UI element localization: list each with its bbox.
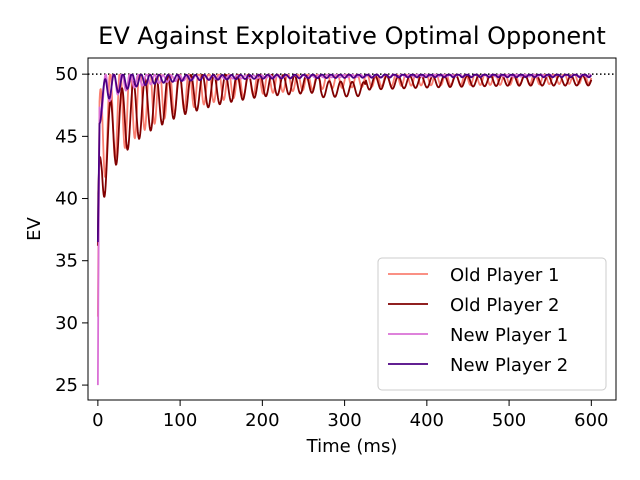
x-tick-label: 200: [245, 410, 279, 431]
legend: Old Player 1 Old Player 2 New Player 1 New …: [377, 257, 607, 391]
y-tick-label: 45: [55, 126, 78, 147]
y-axis-ticks: 25 30 35 40 45 50: [55, 64, 88, 396]
legend-label: New Player 2: [450, 355, 568, 376]
y-tick-label: 25: [55, 375, 78, 396]
y-tick-label: 30: [55, 313, 78, 334]
y-tick-label: 35: [55, 251, 78, 272]
chart-title: EV Against Exploitative Optimal Opponent: [98, 22, 606, 50]
x-tick-label: 400: [410, 410, 444, 431]
x-tick-label: 600: [574, 410, 608, 431]
x-tick-label: 100: [163, 410, 197, 431]
legend-label: Old Player 1: [450, 265, 560, 286]
x-tick-label: 300: [327, 410, 361, 431]
y-axis-label: EV: [24, 216, 45, 240]
legend-box: [377, 257, 607, 391]
y-tick-label: 40: [55, 189, 78, 210]
legend-label: Old Player 2: [450, 295, 560, 316]
series-line-new-player-2: [96, 73, 593, 243]
plot-frame: [87, 57, 617, 401]
x-axis-label: Time (ms): [306, 436, 398, 457]
x-tick-label: 500: [492, 410, 526, 431]
plot-content: [88, 73, 616, 386]
legend-label: New Player 1: [450, 325, 568, 346]
x-tick-label: 0: [92, 410, 103, 431]
x-axis-ticks: 0 100 200 300 400 500 600: [92, 400, 609, 431]
y-tick-label: 50: [55, 64, 78, 85]
